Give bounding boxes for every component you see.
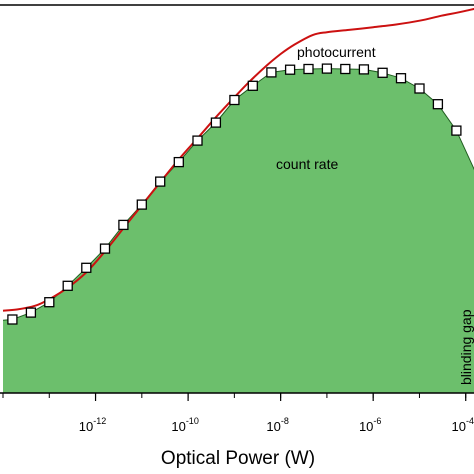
count-rate-marker <box>432 99 444 110</box>
x-tick-label: 10-6 <box>359 416 381 434</box>
count-rate-marker <box>99 243 111 254</box>
x-tick-label-exponent: -4 <box>466 416 474 426</box>
count-rate-marker <box>81 262 92 273</box>
photocurrent-label: photocurrent <box>297 44 376 60</box>
count-rate-marker <box>414 83 425 94</box>
x-tick-label-exponent: -6 <box>373 416 381 426</box>
count-rate-marker <box>7 314 18 325</box>
count-rate-marker <box>303 63 314 75</box>
count-rate-marker <box>266 67 277 78</box>
x-tick-label-base: 10 <box>79 419 93 434</box>
x-tick-label-base: 10 <box>359 419 373 434</box>
count-rate-marker <box>25 307 37 318</box>
x-tick-label-base: 10 <box>171 419 185 434</box>
plot-clip-group <box>2 7 474 393</box>
x-axis: 10-12 10-10 10-8 10-6 10-4 <box>0 4 474 434</box>
x-tick-label: 10-12 <box>79 416 106 434</box>
x-tick-label-exponent: -12 <box>93 416 106 426</box>
count-rate-marker <box>451 125 462 136</box>
plot-area <box>2 7 474 393</box>
count-rate-marker <box>44 297 55 308</box>
count-rate-marker <box>395 73 407 84</box>
count-rate-marker <box>62 280 73 291</box>
count-rate-area <box>3 68 474 393</box>
count-rate-marker <box>377 67 388 78</box>
x-tick-label: 10-4 <box>451 416 473 434</box>
x-tick-label: 10-10 <box>171 416 198 434</box>
count-rate-marker <box>340 63 351 75</box>
x-tick-label-base: 10 <box>266 419 280 434</box>
blinding-gap-label: blinding gap <box>458 309 474 385</box>
count-rate-marker <box>321 63 333 74</box>
count-rate-marker <box>358 64 370 75</box>
count-rate-marker <box>284 64 296 75</box>
count-rate-marker <box>173 156 184 168</box>
count-rate-marker <box>247 80 258 91</box>
count-rate-marker <box>192 135 203 146</box>
count-rate-marker <box>210 117 222 128</box>
count-rate-label: count rate <box>276 156 338 172</box>
count-rate-marker <box>229 94 240 106</box>
photocurrent-line <box>2 7 474 312</box>
x-tick-label-base: 10 <box>451 419 465 434</box>
count-rate-marker <box>136 199 147 210</box>
x-tick-label-exponent: -10 <box>186 416 199 426</box>
x-tick-label-exponent: -8 <box>281 416 289 426</box>
count-rate-marker <box>118 219 129 231</box>
x-axis-title: Optical Power (W) <box>161 448 315 469</box>
x-tick-label: 10-8 <box>266 416 288 434</box>
count-rate-marker <box>155 176 166 187</box>
